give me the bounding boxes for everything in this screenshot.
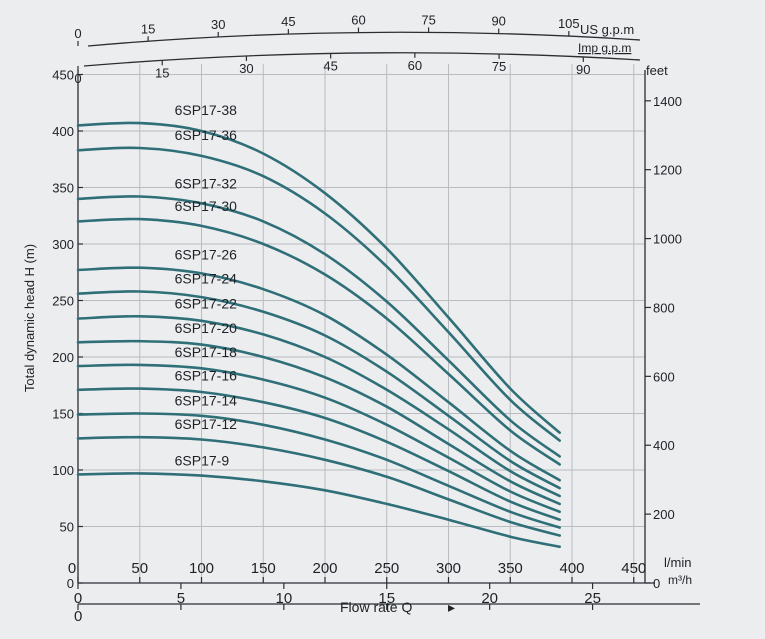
us-gpm-tick-label: 75 (421, 12, 435, 27)
series-label-6sp17-14: 6SP17-14 (175, 393, 237, 409)
us-gpm-tick-label: 15 (141, 21, 155, 36)
feet-tick-label: 1000 (653, 232, 682, 247)
series-line-6sp17-20 (76, 339, 561, 506)
series-label-6sp17-38: 6SP17-38 (175, 102, 237, 118)
series-line-6sp17-38 (76, 121, 561, 434)
imp-gpm-tick-label: 75 (492, 59, 506, 74)
series-curves: 6SP17-38 6SP17-36 6SP17-32 6SP17-30 6SP17-26… (76, 102, 561, 549)
y-tick-label: 350 (52, 181, 74, 196)
feet-tick-label: 400 (653, 438, 675, 453)
x-tick-label: 300 (436, 560, 461, 577)
series-line-6sp17-36 (76, 146, 561, 442)
us-gpm-tick-label: 0 (74, 26, 81, 41)
series-label-6sp17-32: 6SP17-32 (175, 176, 237, 192)
series-label-6sp17-12: 6SP17-12 (175, 416, 237, 432)
us-gpm-unit-label: US g.p.m (580, 22, 634, 37)
x-tick-label: 100 (189, 560, 214, 577)
feet-tick-label: 1200 (653, 163, 682, 178)
feet-tick-label: 1400 (653, 94, 682, 109)
x-tick-label: 150 (251, 560, 276, 577)
y-axis-title: Total dynamic head H (m) (22, 244, 37, 392)
series-line-6sp17-9 (76, 472, 561, 549)
m3h-tick-label: 15 (378, 590, 395, 607)
series-line-6sp17-12 (76, 435, 561, 537)
us-gpm-tick-label: 30 (211, 17, 225, 32)
x-tick-label: 450 (621, 560, 646, 577)
feet-unit-label: feet (646, 63, 668, 78)
series-line-6sp17-16 (76, 387, 561, 521)
series-line-6sp17-14 (76, 412, 561, 529)
feet-tick-label: 600 (653, 369, 675, 384)
series-label-6sp17-16: 6SP17-16 (175, 368, 237, 384)
series-line-6sp17-22 (76, 314, 561, 498)
series-label-6sp17-18: 6SP17-18 (175, 344, 237, 360)
flow-arrow-glyph: ▸ (448, 599, 455, 615)
series-label-6sp17-36: 6SP17-36 (175, 127, 237, 143)
series-label-6sp17-9: 6SP17-9 (175, 452, 230, 468)
feet-tick-label: 0 (653, 576, 660, 591)
imp-gpm-tick-label: 60 (408, 58, 422, 73)
series-line-6sp17-26 (76, 266, 561, 482)
m3h-tick-label: 20 (481, 590, 498, 607)
us-gpm-tick-label: 105 (558, 16, 580, 31)
series-line-6sp17-32 (76, 195, 561, 458)
x-tick-label: 400 (559, 560, 584, 577)
imp-gpm-tick-label: 0 (74, 71, 81, 86)
m3h-tick-label: 25 (584, 590, 601, 607)
x-tick-label: 50 (131, 560, 148, 577)
x-tick-label: 200 (312, 560, 337, 577)
x-tick-label: 350 (498, 560, 523, 577)
y-tick-label: 400 (52, 124, 74, 139)
axes (77, 31, 700, 605)
y-tick-label: 50 (60, 520, 74, 535)
x-axis-unit-l-min: l/min (664, 555, 691, 570)
feet-tick-label: 200 (653, 507, 675, 522)
series-line-6sp17-24 (76, 290, 561, 490)
x-tick-label: 0 (68, 560, 76, 577)
series-line-6sp17-30 (76, 217, 561, 466)
flow-rate-zero-label: 0 (74, 608, 82, 625)
y-tick-label: 300 (52, 237, 74, 252)
imp-gpm-tick-label: 90 (576, 62, 590, 77)
series-label-6sp17-24: 6SP17-24 (175, 270, 237, 286)
m3h-tick-label: 10 (275, 590, 292, 607)
us-gpm-axis-line (87, 31, 641, 47)
imp-gpm-unit-label: Imp g.p.m (578, 41, 631, 55)
series-label-6sp17-22: 6SP17-22 (175, 295, 237, 311)
y-tick-label: 450 (52, 68, 74, 83)
us-gpm-tick-label: 60 (351, 13, 365, 28)
series-label-6sp17-26: 6SP17-26 (175, 247, 237, 263)
imp-gpm-tick-label: 45 (323, 58, 337, 73)
m3h-tick-label: 5 (177, 590, 185, 607)
us-gpm-tick-label: 90 (491, 14, 505, 29)
imp-gpm-tick-label: 30 (239, 61, 253, 76)
imp-gpm-tick-label: 15 (155, 65, 169, 80)
y-tick-label: 150 (52, 407, 74, 422)
series-label-6sp17-30: 6SP17-30 (175, 198, 237, 214)
series-line-6sp17-18 (76, 363, 561, 514)
us-gpm-tick-label: 45 (281, 14, 295, 29)
feet-tick-label: 800 (653, 300, 675, 315)
y-tick-label: 100 (52, 463, 74, 478)
series-label-6sp17-20: 6SP17-20 (175, 320, 237, 336)
x-tick-label: 250 (374, 560, 399, 577)
x-axis-unit-m3h: m³/h (668, 573, 692, 587)
y-tick-label: 200 (52, 350, 74, 365)
y-tick-label: 250 (52, 294, 74, 309)
y-tick-label: 0 (67, 576, 74, 591)
m3h-tick-label: 0 (74, 590, 82, 607)
x-axis-title: Flow rate Q (340, 599, 412, 615)
imp-gpm-axis-line (83, 52, 641, 67)
